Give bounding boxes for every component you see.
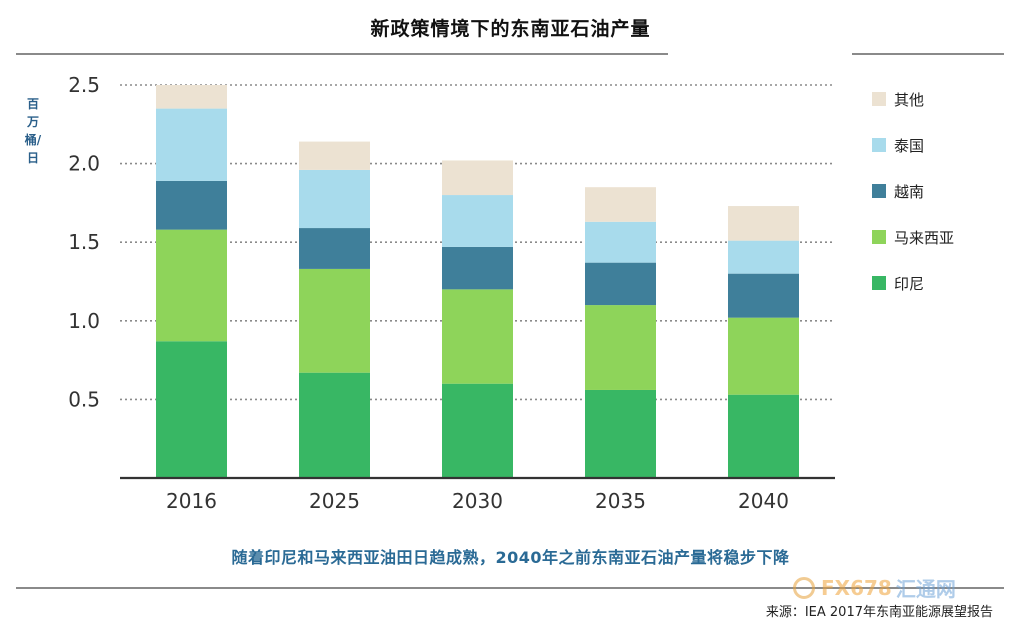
top-divider-left (16, 53, 668, 55)
bar-segment (728, 273, 799, 318)
bar-segment (585, 389, 656, 478)
bar-segment (728, 240, 799, 274)
legend-swatch (872, 184, 886, 198)
bar-segment (299, 268, 370, 373)
bar-segment (299, 228, 370, 269)
bar-segment (585, 305, 656, 390)
legend-swatch (872, 138, 886, 152)
bar-segment (156, 229, 227, 342)
bar-segment (299, 372, 370, 478)
legend-swatch (872, 276, 886, 290)
bar-segment (585, 187, 656, 222)
bar-segment (156, 85, 227, 109)
legend-item: 印尼 (872, 260, 954, 306)
chart-subtitle: 随着印尼和马来西亚油田日趋成熟，2040年之前东南亚石油产量将稳步下降 (231, 548, 790, 567)
bar-segment (442, 383, 513, 478)
legend-item: 马来西亚 (872, 214, 954, 260)
legend-label: 越南 (894, 182, 925, 201)
legend-item: 泰国 (872, 122, 954, 168)
y-tick-label: 0.5 (68, 387, 100, 411)
bar-segment (156, 341, 227, 478)
bar-segment (728, 317, 799, 395)
top-divider-right (852, 53, 1004, 55)
watermark-logo-icon (793, 576, 815, 599)
bar-segment (728, 394, 799, 478)
watermark-text-a: FX678 (821, 575, 892, 600)
y-tick-label: 1.5 (68, 230, 100, 254)
bar-segment (585, 221, 656, 263)
chart-title: 新政策情境下的东南亚石油产量 (370, 18, 651, 40)
y-tick-label: 2.5 (68, 73, 100, 97)
bar-segment (156, 108, 227, 181)
bar-segment (156, 180, 227, 230)
bar-segment (585, 262, 656, 306)
x-tick-label: 2040 (738, 489, 789, 513)
source-note: 来源：IEA 2017年东南亚能源展望报告 (765, 605, 993, 620)
x-tick-label: 2025 (309, 489, 360, 513)
legend-label: 马来西亚 (894, 228, 955, 247)
bar-segment (299, 141, 370, 170)
bar-segment (442, 289, 513, 384)
bar-segment (299, 169, 370, 229)
legend-swatch (872, 92, 886, 106)
bar-segment (728, 206, 799, 241)
legend-label: 印尼 (894, 274, 925, 293)
legend-label: 泰国 (894, 136, 925, 155)
legend-label: 其他 (894, 90, 925, 109)
x-tick-label: 2035 (595, 489, 646, 513)
y-tick-label: 1.0 (68, 309, 100, 333)
bar-segment (442, 160, 513, 196)
y-axis-label: 百万桶/日 (24, 97, 42, 165)
x-tick-label: 2016 (166, 489, 217, 513)
legend-item: 其他 (872, 76, 954, 122)
watermark: FX678 汇通网 (793, 573, 956, 602)
bottom-divider (16, 587, 1004, 589)
y-tick-label: 2.0 (68, 152, 100, 176)
watermark-text-b: 汇通网 (895, 577, 956, 601)
legend-item: 越南 (872, 168, 954, 214)
x-tick-label: 2030 (452, 489, 503, 513)
bar-segment (442, 195, 513, 247)
legend-swatch (872, 230, 886, 244)
chart-legend: 其他泰国越南马来西亚印尼 (872, 76, 954, 306)
bar-segment (442, 246, 513, 290)
